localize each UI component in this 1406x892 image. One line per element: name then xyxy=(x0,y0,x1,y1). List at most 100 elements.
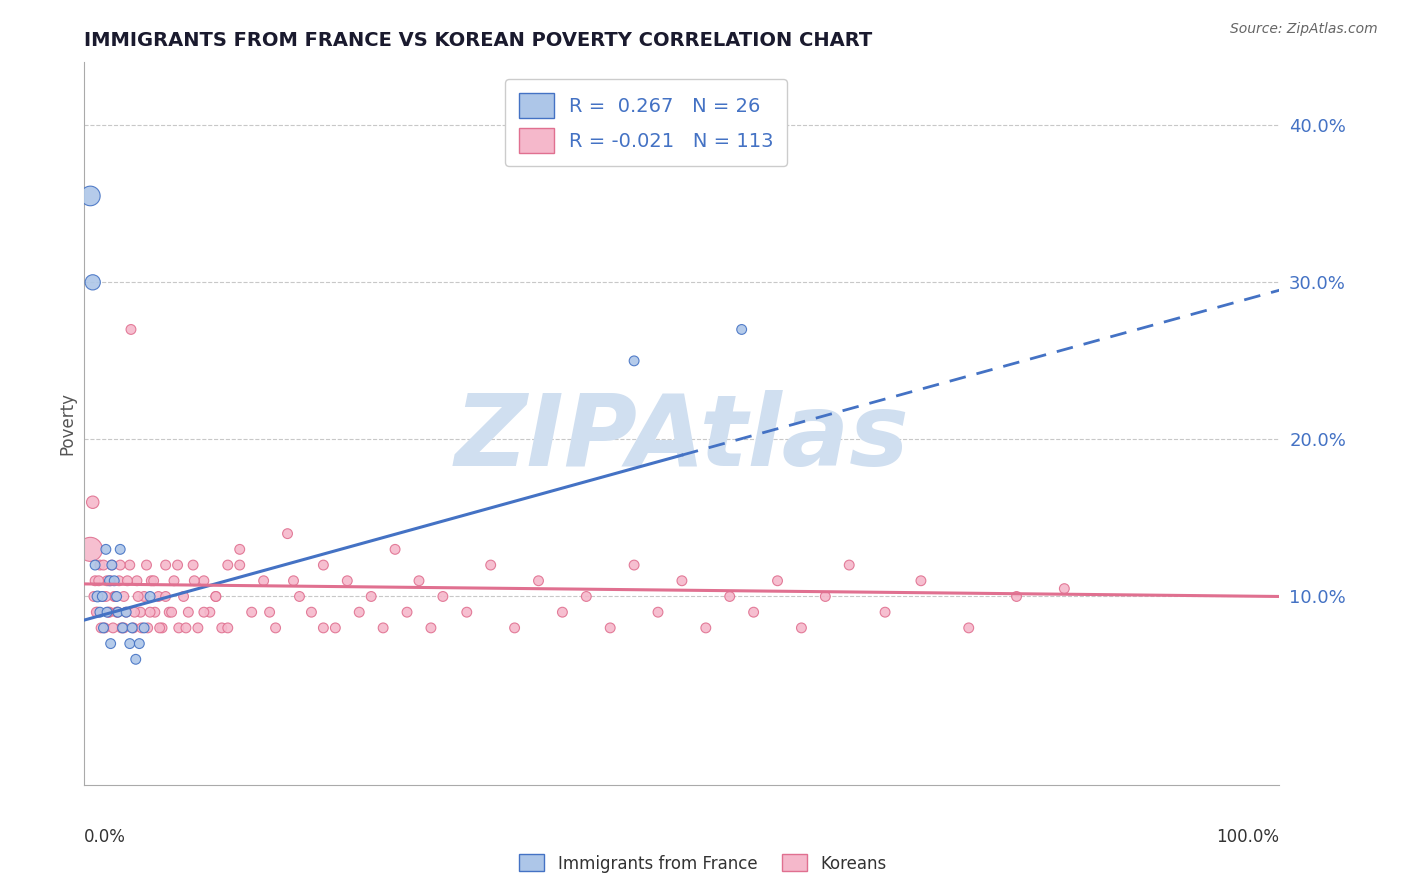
Point xyxy=(174,621,197,635)
Point xyxy=(89,558,111,572)
Point xyxy=(742,605,765,619)
Point xyxy=(121,621,143,635)
Point xyxy=(132,590,156,604)
Point xyxy=(456,605,478,619)
Point xyxy=(325,621,347,635)
Point xyxy=(623,558,645,572)
Point xyxy=(82,276,104,290)
Point xyxy=(875,605,897,619)
Point xyxy=(336,574,359,588)
Point xyxy=(87,574,110,588)
Point xyxy=(283,574,305,588)
Point xyxy=(957,621,980,635)
Point xyxy=(100,637,122,651)
Point xyxy=(1053,582,1076,596)
Point xyxy=(118,558,141,572)
Point xyxy=(143,605,166,619)
Point xyxy=(814,590,837,604)
Point xyxy=(107,605,129,619)
Point xyxy=(155,558,177,572)
Point xyxy=(103,574,125,588)
Point xyxy=(695,621,717,635)
Point xyxy=(360,590,382,604)
Point xyxy=(120,322,142,336)
Point xyxy=(96,605,118,619)
Point xyxy=(105,605,128,619)
Point xyxy=(259,605,281,619)
Point xyxy=(108,574,131,588)
Point xyxy=(141,574,163,588)
Point xyxy=(93,621,115,635)
Point xyxy=(575,590,598,604)
Point xyxy=(125,652,148,666)
Point xyxy=(101,621,124,635)
Point xyxy=(301,605,323,619)
Point xyxy=(240,605,263,619)
Point xyxy=(135,558,157,572)
Point xyxy=(1005,590,1028,604)
Point xyxy=(479,558,502,572)
Point xyxy=(408,574,430,588)
Point xyxy=(503,621,526,635)
Point xyxy=(373,621,395,635)
Point xyxy=(96,574,118,588)
Point xyxy=(253,574,276,588)
Point xyxy=(312,621,335,635)
Point xyxy=(217,558,239,572)
Text: 100.0%: 100.0% xyxy=(1216,829,1279,847)
Point xyxy=(349,605,371,619)
Point xyxy=(98,605,121,619)
Point xyxy=(101,558,124,572)
Point xyxy=(193,574,215,588)
Point xyxy=(125,574,148,588)
Point xyxy=(149,621,172,635)
Point xyxy=(205,590,228,604)
Point xyxy=(277,526,299,541)
Point xyxy=(910,574,932,588)
Point xyxy=(98,574,121,588)
Point xyxy=(97,605,120,619)
Point xyxy=(396,605,419,619)
Point xyxy=(91,590,114,604)
Point xyxy=(217,621,239,635)
Point xyxy=(139,605,162,619)
Point xyxy=(766,574,789,588)
Point xyxy=(150,621,173,635)
Point xyxy=(838,558,860,572)
Point xyxy=(86,605,108,619)
Point xyxy=(173,590,195,604)
Point xyxy=(112,621,135,635)
Point xyxy=(142,574,165,588)
Point xyxy=(118,637,141,651)
Point xyxy=(86,590,108,604)
Point xyxy=(107,605,129,619)
Point xyxy=(432,590,454,604)
Point xyxy=(160,605,183,619)
Point xyxy=(647,605,669,619)
Point xyxy=(105,590,128,604)
Point xyxy=(104,590,127,604)
Point xyxy=(90,621,112,635)
Text: 0.0%: 0.0% xyxy=(84,829,127,847)
Point xyxy=(205,590,228,604)
Point xyxy=(86,605,108,619)
Point xyxy=(211,621,233,635)
Point xyxy=(103,590,125,604)
Y-axis label: Poverty: Poverty xyxy=(58,392,76,455)
Point xyxy=(163,574,186,588)
Point xyxy=(166,558,188,572)
Point xyxy=(193,605,215,619)
Point xyxy=(384,542,406,557)
Point xyxy=(101,558,124,572)
Point xyxy=(110,542,132,557)
Point xyxy=(128,637,150,651)
Point xyxy=(177,605,200,619)
Point xyxy=(115,605,138,619)
Point xyxy=(79,542,101,557)
Point xyxy=(136,621,159,635)
Point xyxy=(420,621,443,635)
Point xyxy=(139,590,162,604)
Point xyxy=(132,621,156,635)
Point xyxy=(94,590,117,604)
Point xyxy=(229,558,252,572)
